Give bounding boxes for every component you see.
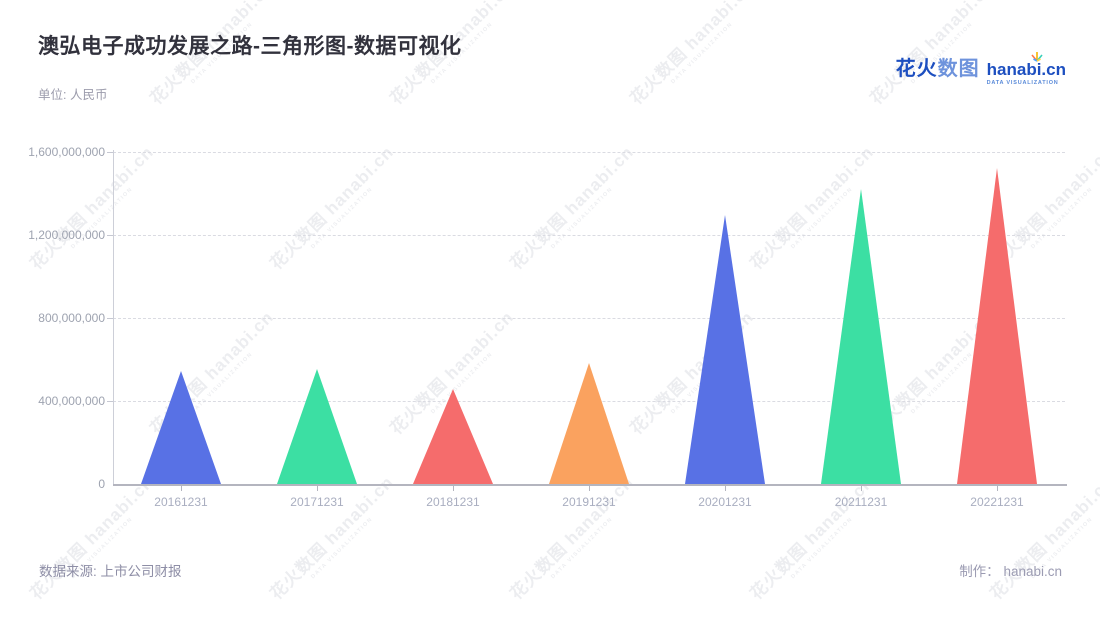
y-axis-label: 1,600,000,000	[28, 145, 105, 159]
y-gridline	[113, 152, 1065, 153]
y-axis-tick	[107, 235, 113, 236]
x-axis-tick	[725, 486, 726, 491]
x-axis-label: 20171231	[290, 495, 344, 509]
data-source: 数据来源: 上市公司财报	[39, 564, 182, 579]
page-title: 澳弘电子成功发展之路-三角形图-数据可视化	[38, 35, 462, 58]
brand-logo: 花火数图 hanabi.cn DATA VISUALIZATION	[895, 52, 1066, 86]
x-axis-tick	[997, 486, 998, 491]
y-axis-label: 800,000,000	[38, 311, 105, 325]
y-axis-label: 0	[98, 477, 105, 491]
triangle-marker-20191231[interactable]	[549, 363, 629, 484]
x-axis-tick	[317, 486, 318, 491]
brand-logo-cn: 花火数图	[895, 58, 980, 80]
triangle-marker-20211231[interactable]	[821, 189, 901, 484]
brand-logo-tagline: DATA VISUALIZATION	[986, 80, 1059, 86]
y-gridline	[113, 318, 1065, 319]
spark-icon	[1031, 52, 1043, 62]
x-axis-line	[113, 484, 1067, 486]
y-gridline	[113, 235, 1065, 236]
triangle-marker-20181231[interactable]	[413, 389, 493, 484]
brand-logo-domain: hanabi.cn	[986, 60, 1066, 79]
x-axis-tick	[453, 486, 454, 491]
unit-label: 单位: 人民币	[38, 88, 108, 102]
x-axis-label: 20191231	[562, 495, 616, 509]
y-axis-tick	[107, 318, 113, 319]
y-axis-line	[113, 150, 114, 484]
x-axis-label: 20201231	[698, 495, 752, 509]
x-axis-tick	[861, 486, 862, 491]
triangle-marker-20221231[interactable]	[957, 168, 1037, 484]
triangle-marker-20161231[interactable]	[141, 371, 221, 484]
x-axis-tick	[589, 486, 590, 491]
y-axis-tick	[107, 401, 113, 402]
triangle-marker-20201231[interactable]	[685, 215, 765, 484]
y-axis-label: 400,000,000	[38, 394, 105, 408]
credit: 制作： hanabi.cn	[959, 564, 1062, 579]
x-axis-label: 20181231	[426, 495, 480, 509]
x-axis-label: 20161231	[154, 495, 208, 509]
y-axis-tick	[107, 152, 113, 153]
x-axis-tick	[181, 486, 182, 491]
x-axis-label: 20211231	[834, 495, 888, 509]
triangle-marker-20171231[interactable]	[277, 369, 357, 484]
y-axis-label: 1,200,000,000	[28, 228, 105, 242]
x-axis-label: 20221231	[970, 495, 1024, 509]
